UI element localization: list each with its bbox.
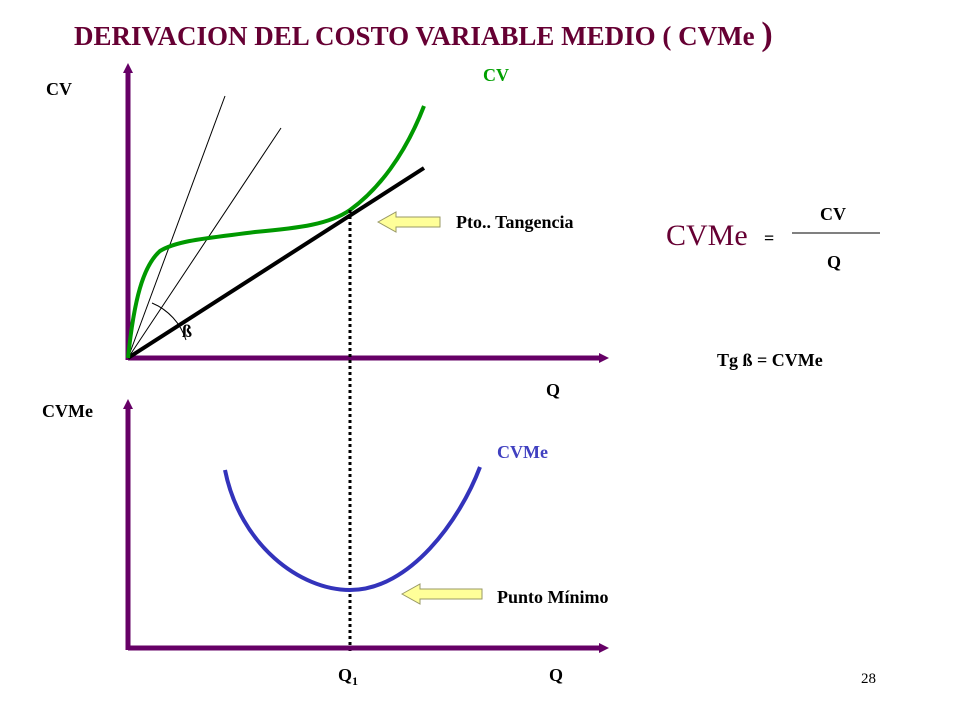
ray-line-medium bbox=[127, 127, 282, 359]
slide-title: DERIVACION DEL COSTO VARIABLE MEDIO ( CV… bbox=[74, 16, 773, 53]
cv-curve-label: CV bbox=[483, 65, 509, 85]
minimum-arrow bbox=[400, 583, 483, 605]
top-chart: CV Q ß CV Pto.. Tangencia bbox=[46, 63, 609, 400]
ray-line-steep bbox=[127, 95, 226, 359]
top-y-axis-label: CV bbox=[46, 79, 72, 99]
q1-label: Q1 bbox=[338, 665, 358, 688]
minimum-point-label: Punto Mínimo bbox=[497, 587, 609, 607]
cvme-curve-label: CVMe bbox=[497, 442, 548, 462]
tangency-arrow bbox=[376, 211, 441, 233]
tangent-line bbox=[126, 166, 426, 360]
formula-denominator: Q bbox=[827, 252, 841, 272]
cv-curve bbox=[126, 105, 426, 359]
bottom-y-axis-label: CVMe bbox=[42, 401, 93, 421]
formula: CVMe = CV Q Tg ß = CVMe bbox=[666, 204, 880, 370]
formula-equals: = bbox=[764, 228, 774, 248]
tangency-label: Pto.. Tangencia bbox=[456, 212, 574, 232]
tangent-equation: Tg ß = CVMe bbox=[717, 350, 823, 370]
top-x-axis-label: Q bbox=[546, 380, 560, 400]
bottom-x-axis-label: Q bbox=[549, 665, 563, 685]
angle-arc bbox=[151, 302, 187, 341]
bottom-chart: CVMe CVMe Punto Mínimo Q1 Q bbox=[42, 399, 609, 688]
angle-beta-label: ß bbox=[182, 321, 192, 341]
page-number: 28 bbox=[861, 671, 876, 687]
formula-lhs: CVMe bbox=[666, 219, 748, 252]
formula-numerator: CV bbox=[820, 204, 846, 224]
cvme-curve bbox=[223, 466, 482, 593]
